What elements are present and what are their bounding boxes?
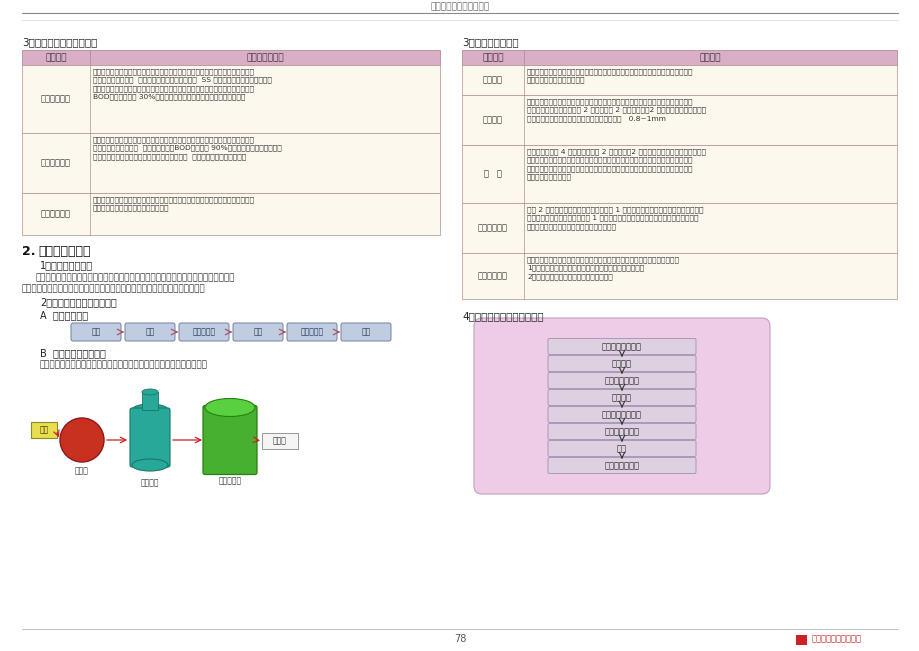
Text: 净化设备: 净化设备	[482, 115, 503, 124]
FancyBboxPatch shape	[287, 323, 336, 341]
Text: 设备运输: 设备运输	[611, 359, 631, 368]
Text: 1）水净化工程概况: 1）水净化工程概况	[40, 260, 93, 270]
FancyBboxPatch shape	[461, 253, 896, 299]
Circle shape	[60, 418, 104, 462]
FancyBboxPatch shape	[130, 408, 170, 467]
Text: 生物处理阶段: 生物处理阶段	[41, 158, 71, 167]
Text: 处理阶段: 处理阶段	[45, 53, 67, 62]
FancyBboxPatch shape	[22, 133, 439, 193]
Text: 过滤砂缸: 过滤砂缸	[141, 478, 159, 487]
FancyBboxPatch shape	[22, 193, 439, 235]
Text: 2）水净化处理工程工艺流程: 2）水净化处理工程工艺流程	[40, 297, 117, 307]
Text: 水净化处理工程: 水净化处理工程	[38, 245, 90, 258]
Text: 水   泵: 水 泵	[483, 169, 502, 178]
Text: 饮用水: 饮用水	[273, 437, 287, 445]
Text: 给排水工程施工组织设计: 给排水工程施工组织设计	[430, 3, 489, 12]
Ellipse shape	[205, 398, 255, 417]
Text: 自动控制装置: 自动控制装置	[478, 271, 507, 281]
Text: 储水设备: 储水设备	[482, 76, 503, 85]
FancyBboxPatch shape	[548, 406, 696, 422]
Text: 78: 78	[453, 634, 466, 644]
FancyBboxPatch shape	[461, 65, 896, 95]
Ellipse shape	[131, 459, 168, 471]
Text: 3）污水处理工程施工说明: 3）污水处理工程施工说明	[22, 37, 97, 47]
Text: 净水: 净水	[361, 327, 370, 337]
Ellipse shape	[131, 404, 168, 416]
Text: 处理对象及内容: 处理对象及内容	[246, 53, 283, 62]
FancyBboxPatch shape	[461, 95, 896, 145]
Text: 中国建筑工程股份公司: 中国建筑工程股份公司	[811, 635, 861, 643]
FancyBboxPatch shape	[179, 323, 229, 341]
Text: 物理处理阶段把有害物体从污水中分离出来，进行初期化控制。此阶段去除悬浮状
态的固体污染物质。  去除的主要是大的悬浮颗粒。  SS 经过此阶段处理固体物质后，
: 物理处理阶段把有害物体从污水中分离出来，进行初期化控制。此阶段去除悬浮状 态的固…	[93, 68, 272, 100]
FancyBboxPatch shape	[203, 406, 256, 475]
FancyBboxPatch shape	[548, 339, 696, 355]
Text: 取水: 取水	[91, 327, 100, 337]
Text: 连接管线设置养护: 连接管线设置养护	[601, 410, 641, 419]
Text: 设备就位: 设备就位	[611, 393, 631, 402]
FancyBboxPatch shape	[461, 203, 896, 253]
FancyBboxPatch shape	[548, 441, 696, 456]
Text: 水净化水泵共设 4 台离心泵，其中 2 台过滤泵、2 台反冲洗泵；过滤泵和反冲洗泵可
以依据水净化水量和反冲洗时间自动切换；过滤运行时过滤水泵根据处理水量启动水: 水净化水泵共设 4 台离心泵，其中 2 台过滤泵、2 台反冲洗泵；过滤泵和反冲洗…	[527, 148, 705, 180]
FancyBboxPatch shape	[461, 145, 896, 203]
Text: 物理处理阶段: 物理处理阶段	[41, 94, 71, 104]
FancyBboxPatch shape	[22, 65, 439, 133]
Text: 依据本工程水净化系统的设计意图，此工程水净化预处理流程采用砂滤。: 依据本工程水净化系统的设计意图，此工程水净化预处理流程采用砂滤。	[40, 360, 208, 369]
FancyBboxPatch shape	[473, 318, 769, 494]
Text: 池的原水经过滤泵送到砂滤器进行净化处理后到可饮用水箱，再送到各饮水点。: 池的原水经过滤泵送到砂滤器进行净化处理后到可饮用水箱，再送到各饮水点。	[22, 284, 206, 293]
Text: 设备开箱检查清点: 设备开箱检查清点	[601, 342, 641, 351]
Text: 二级反渗透: 二级反渗透	[301, 327, 323, 337]
FancyBboxPatch shape	[142, 392, 158, 410]
Text: 设备名称: 设备名称	[482, 53, 504, 62]
Text: 对污水处理后产生的污泥进行脱水、消化、综合利用及堆理、焚烧等处理，此阶段
包括浓缩、消化、脱水和干燥等工序。: 对污水处理后产生的污泥进行脱水、消化、综合利用及堆理、焚烧等处理，此阶段 包括浓…	[93, 196, 255, 211]
Text: 药品投放设备: 药品投放设备	[478, 223, 507, 232]
Text: 设有 2 套药品投放流程，每组砂滤器配置 1 套，每套均带由药品储存箱、药品投放泵
及投放控制等组成；投药泵设置 1 台，使用的混凝剂采用聚合氯化铝；酸碱剂采用: 设有 2 套药品投放流程，每组砂滤器配置 1 套，每套均带由药品储存箱、药品投放…	[527, 206, 703, 230]
Text: 分为不可饮用水池和可饮用水箱；不可饮用水池采用混凝土预制；可饮用水箱采用模
块式水箱，不锈钢材料制作。: 分为不可饮用水池和可饮用水箱；不可饮用水池采用混凝土预制；可饮用水箱采用模 块式…	[527, 68, 693, 83]
Text: B  水净化设备工艺流程: B 水净化设备工艺流程	[40, 348, 106, 358]
Text: A  一般工艺流程: A 一般工艺流程	[40, 310, 88, 320]
FancyBboxPatch shape	[262, 433, 298, 449]
FancyBboxPatch shape	[341, 323, 391, 341]
Text: 可饮用水箱: 可饮用水箱	[218, 477, 242, 486]
FancyBboxPatch shape	[461, 50, 896, 65]
FancyBboxPatch shape	[548, 389, 696, 406]
Text: 4）水净化工程设备安装流程: 4）水净化工程设备安装流程	[461, 311, 543, 321]
Text: 生物处理阶段是将有害物转化为无害物；此阶段去除是溶解约或胶体的有机物质，
且有液氮氮磷的功能；  经过此阶段后，BOD可以去除 90%以上；此阶段包括生物处理
: 生物处理阶段是将有害物转化为无害物；此阶段去除是溶解约或胶体的有机物质， 且有液…	[93, 136, 281, 160]
FancyBboxPatch shape	[31, 422, 57, 438]
FancyBboxPatch shape	[795, 635, 806, 645]
FancyBboxPatch shape	[233, 323, 283, 341]
Text: 设备空载试运行: 设备空载试运行	[604, 461, 639, 470]
Text: 污泥处理阶段: 污泥处理阶段	[41, 210, 71, 219]
FancyBboxPatch shape	[22, 50, 439, 65]
FancyBboxPatch shape	[548, 355, 696, 372]
Text: 调试: 调试	[617, 444, 627, 453]
FancyBboxPatch shape	[548, 458, 696, 473]
Text: 基础验收及划线: 基础验收及划线	[604, 376, 639, 385]
FancyBboxPatch shape	[125, 323, 175, 341]
Text: 饮用水源采用市政水源。市政水源由引水管送到建筑在地下层设置的不可饮用水池，水: 饮用水源采用市政水源。市政水源由引水管送到建筑在地下层设置的不可饮用水池，水	[36, 273, 235, 282]
Text: 2.: 2.	[22, 245, 36, 258]
Text: 进水: 进水	[40, 426, 49, 434]
Ellipse shape	[142, 389, 158, 395]
Text: 3）水净化设备组成: 3）水净化设备组成	[461, 37, 518, 47]
Text: 砂滤: 砂滤	[145, 327, 154, 337]
Text: 设备清洗和调配: 设备清洗和调配	[604, 427, 639, 436]
FancyBboxPatch shape	[71, 323, 121, 341]
Text: 压滤泵: 压滤泵	[75, 466, 89, 475]
Text: 本工程水净化处理采用砂滤方法，设备采用采用以物理性能稳定的天然石英砂为滤料
的过滤砂缸；过滤砂缸共设 2 组，每组有 2 台过滤砂缸；2 组设备通过净化水量控制: 本工程水净化处理采用砂滤方法，设备采用采用以物理性能稳定的天然石英砂为滤料 的过…	[527, 98, 706, 122]
FancyBboxPatch shape	[548, 424, 696, 439]
FancyBboxPatch shape	[548, 372, 696, 389]
Text: 活性炭过滤: 活性炭过滤	[192, 327, 215, 337]
Text: 由水净化系统自动控制主要由水箱水位控制装置、水泵运行控制装置等组成；
1．水箱水位控制装置由水位控制阀和水位控制装置组成；
2．水泵的启闭由水箱水位控制装置控制: 由水净化系统自动控制主要由水箱水位控制装置、水泵运行控制装置等组成； 1．水箱水…	[527, 256, 679, 280]
Text: 布置形式: 布置形式	[699, 53, 720, 62]
Text: 软化: 软化	[253, 327, 262, 337]
